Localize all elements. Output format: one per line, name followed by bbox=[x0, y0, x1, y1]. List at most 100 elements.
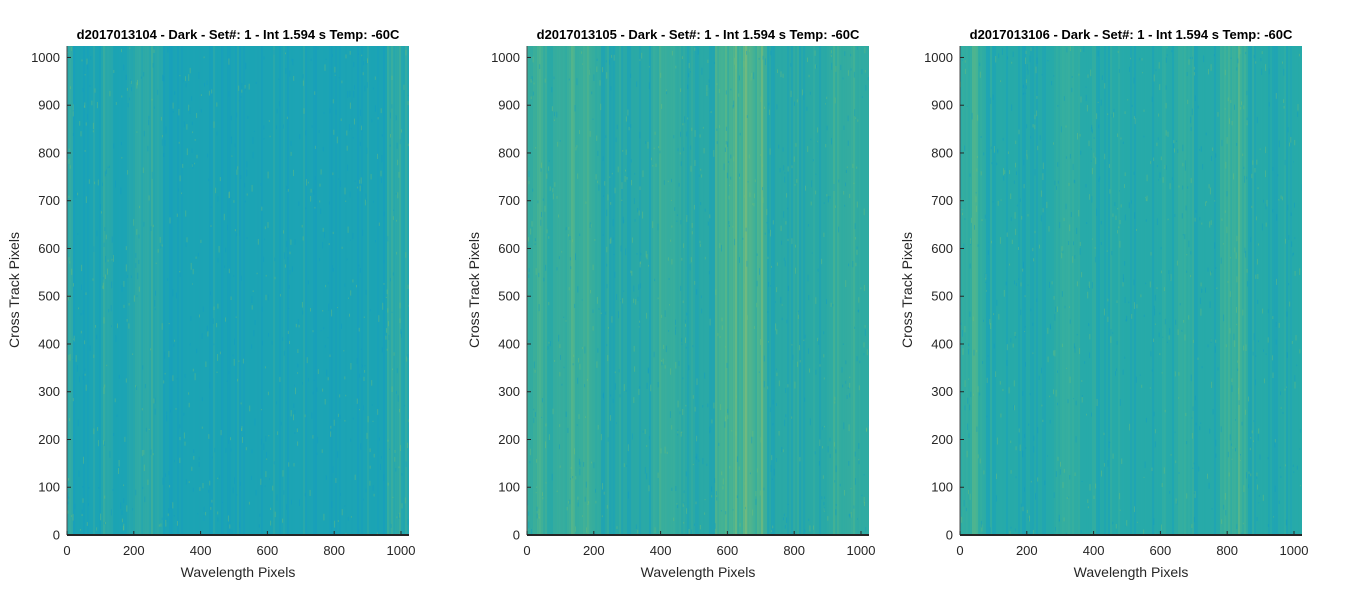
heatmap-speckle bbox=[1211, 155, 1212, 161]
heatmap-column bbox=[315, 46, 318, 535]
heatmap-speckle bbox=[1191, 433, 1193, 439]
heatmap-speckle bbox=[294, 239, 296, 245]
heatmap-speckle bbox=[317, 436, 319, 444]
heatmap-speckle bbox=[638, 326, 640, 328]
heatmap-column bbox=[1278, 46, 1281, 535]
heatmap-speckle bbox=[279, 293, 281, 297]
heatmap-speckle bbox=[311, 412, 313, 419]
heatmap-speckle bbox=[972, 316, 974, 322]
heatmap-speckle bbox=[369, 480, 371, 486]
heatmap-speckle bbox=[662, 358, 664, 364]
heatmap-speckle bbox=[1162, 336, 1164, 338]
heatmap-speckle bbox=[821, 496, 823, 500]
heatmap-speckle bbox=[219, 177, 221, 182]
heatmap-speckle bbox=[215, 187, 217, 194]
heatmap-speckle bbox=[1068, 306, 1070, 308]
heatmap-speckle bbox=[1113, 112, 1114, 118]
heatmap-column bbox=[1196, 46, 1199, 535]
heatmap-speckle bbox=[1157, 137, 1159, 141]
heatmap-speckle bbox=[265, 274, 267, 277]
heatmap-speckle bbox=[845, 360, 847, 365]
heatmap-speckle bbox=[592, 264, 594, 271]
heatmap-column bbox=[1198, 46, 1201, 535]
heatmap-speckle bbox=[1186, 254, 1188, 256]
heatmap-speckle bbox=[834, 205, 836, 208]
heatmap-speckle bbox=[1053, 389, 1054, 395]
heatmap-column bbox=[715, 46, 718, 535]
heatmap-speckle bbox=[1161, 483, 1163, 487]
heatmap-speckle bbox=[291, 499, 292, 505]
heatmap-speckle bbox=[216, 371, 218, 373]
heatmap-column bbox=[321, 46, 324, 535]
heatmap-speckle bbox=[596, 58, 598, 61]
heatmap-speckle bbox=[1117, 133, 1119, 137]
heatmap-speckle bbox=[220, 430, 222, 436]
heatmap-column bbox=[1000, 46, 1003, 535]
heatmap-speckle bbox=[129, 97, 131, 101]
heatmap-column bbox=[669, 46, 672, 535]
heatmap-speckle bbox=[237, 378, 239, 382]
heatmap-speckle bbox=[699, 243, 701, 247]
heatmap-speckle bbox=[374, 76, 376, 80]
heatmap-speckle bbox=[1124, 184, 1125, 189]
heatmap-speckle bbox=[1057, 402, 1058, 406]
heatmap-speckle bbox=[984, 273, 986, 278]
heatmap-speckle bbox=[356, 398, 358, 404]
heatmap-speckle bbox=[544, 205, 546, 212]
x-tick-label: 800 bbox=[323, 543, 345, 558]
heatmap-column bbox=[313, 46, 316, 535]
y-tick-label: 200 bbox=[498, 432, 520, 447]
heatmap-speckle bbox=[675, 329, 676, 335]
heatmap-column bbox=[581, 46, 584, 535]
heatmap-speckle bbox=[395, 219, 397, 222]
heatmap-speckle bbox=[626, 177, 628, 180]
heatmap-speckle bbox=[567, 427, 569, 433]
heatmap-speckle bbox=[1249, 447, 1251, 451]
heatmap-speckle bbox=[1207, 473, 1208, 479]
heatmap-speckle bbox=[244, 183, 246, 188]
heatmap-speckle bbox=[1193, 492, 1195, 494]
heatmap-speckle bbox=[824, 496, 825, 499]
heatmap-speckle bbox=[126, 319, 128, 322]
heatmap-speckle bbox=[1154, 429, 1156, 434]
heatmap-column bbox=[389, 46, 392, 535]
heatmap-speckle bbox=[719, 243, 721, 249]
heatmap-speckle bbox=[120, 502, 122, 509]
heatmap-speckle bbox=[1291, 241, 1293, 247]
heatmap-speckle bbox=[756, 280, 758, 287]
heatmap-speckle bbox=[286, 504, 288, 510]
heatmap-speckle bbox=[822, 475, 824, 479]
heatmap-speckle bbox=[973, 393, 975, 396]
heatmap-column bbox=[593, 46, 596, 535]
heatmap-speckle bbox=[602, 483, 603, 490]
heatmap-speckle bbox=[683, 501, 685, 505]
heatmap-column bbox=[629, 46, 632, 535]
heatmap-speckle bbox=[115, 180, 116, 188]
y-tick-label: 100 bbox=[931, 480, 953, 495]
heatmap-speckle bbox=[762, 187, 763, 191]
heatmap-speckle bbox=[636, 253, 638, 255]
heatmap-speckle bbox=[654, 131, 656, 135]
heatmap-column bbox=[1124, 46, 1127, 535]
heatmap-speckle bbox=[173, 515, 175, 517]
heatmap-speckle bbox=[816, 141, 818, 144]
heatmap-column bbox=[565, 46, 568, 535]
heatmap-speckle bbox=[725, 511, 727, 515]
heatmap-column bbox=[1056, 46, 1059, 535]
heatmap-column bbox=[1280, 46, 1283, 535]
heatmap-column bbox=[1044, 46, 1047, 535]
heatmap-speckle bbox=[217, 477, 219, 480]
heatmap-speckle bbox=[611, 316, 613, 323]
heatmap-column bbox=[285, 46, 288, 535]
heatmap-speckle bbox=[238, 85, 240, 91]
heatmap-speckle bbox=[314, 206, 316, 209]
heatmap-speckle bbox=[1064, 305, 1066, 309]
heatmap-speckle bbox=[1053, 296, 1055, 300]
heatmap-speckle bbox=[1226, 226, 1228, 234]
heatmap-speckle bbox=[1014, 280, 1015, 285]
heatmap-speckle bbox=[760, 96, 762, 103]
heatmap-speckle bbox=[1199, 426, 1201, 431]
heatmap-column bbox=[671, 46, 674, 535]
heatmap-speckle bbox=[364, 365, 366, 367]
heatmap-column bbox=[323, 46, 326, 535]
